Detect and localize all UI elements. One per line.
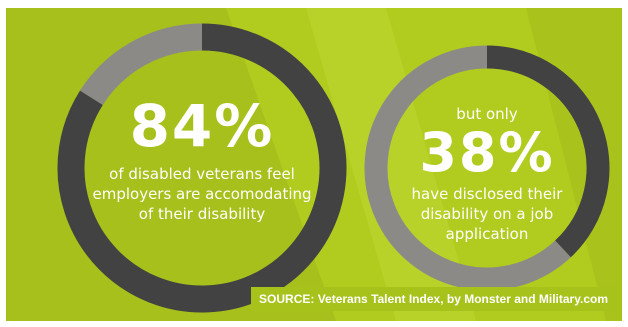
donut-1-value-arc: [57, 23, 347, 313]
donut-2-remainder-arc: [364, 45, 571, 291]
donut-1-remainder-arc: [79, 23, 203, 106]
infographic-panel: 84% of disabled veterans feel employers …: [6, 8, 622, 321]
stat-1-description: of disabled veterans feel employers are …: [92, 165, 312, 223]
background-stripe-middle: [306, 8, 476, 321]
stat-2-description: have disclosed their disability on a job…: [411, 185, 563, 243]
donut-2-value-arc: [486, 45, 610, 258]
donut-charts: [57, 23, 610, 313]
stat-1-value: 84%: [129, 92, 275, 160]
stat-2-prefix: but only: [456, 105, 518, 123]
stat-2-text: but only 38% have disclosed their disabi…: [392, 104, 582, 244]
stat-2-value: 38%: [419, 121, 555, 184]
stat-1-text: 84% of disabled veterans feel employers …: [92, 94, 312, 224]
source-credit: SOURCE: Veterans Talent Index, by Monste…: [251, 287, 616, 311]
